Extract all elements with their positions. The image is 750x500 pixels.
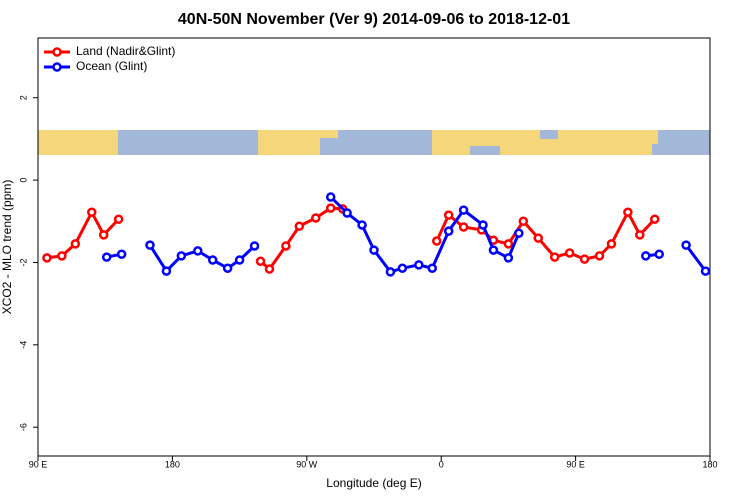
data-point: [87, 207, 97, 217]
data-point: [549, 252, 560, 262]
data-point: [342, 208, 352, 218]
data-point: [101, 252, 112, 262]
x-tick-label: 180: [702, 459, 717, 469]
data-point: [264, 264, 275, 274]
data-point: [325, 192, 336, 202]
chart-title: 40N-50N November (Ver 9) 2014-09-06 to 2…: [178, 11, 570, 28]
map-strip: [38, 130, 710, 155]
data-point: [176, 251, 187, 261]
x-tick-label: 90 E: [29, 459, 48, 469]
legend-marker: [52, 47, 62, 57]
data-point: [42, 253, 52, 263]
y-tick-label: 2: [18, 95, 28, 100]
y-axis-label: XCO2 - MLO trend (ppm): [0, 180, 14, 315]
plot-frame: [37, 37, 711, 457]
data-point: [488, 245, 499, 255]
data-point: [255, 256, 266, 266]
data-point: [193, 246, 203, 256]
x-tick-label: 90 E: [566, 459, 585, 469]
legend-marker: [52, 62, 62, 72]
data-point: [113, 214, 124, 224]
data-point: [641, 251, 651, 261]
data-point: [654, 249, 664, 259]
data-point: [207, 255, 218, 265]
data-point: [503, 253, 514, 263]
y-tick-label: -4: [18, 341, 28, 349]
series-line: [106, 195, 707, 274]
data-point: [606, 239, 617, 249]
data-point: [234, 255, 245, 265]
data-point: [98, 230, 109, 240]
data-point: [311, 213, 321, 223]
legend-text: Land (Nadir&Glint): [76, 44, 175, 58]
data-point: [564, 248, 575, 258]
data-point: [325, 203, 336, 213]
data-point: [478, 220, 488, 230]
data-point: [281, 241, 291, 251]
data-point: [57, 251, 67, 261]
data-point: [514, 228, 524, 238]
legend-text: Ocean (Glint): [76, 59, 147, 73]
x-axis-label: Longitude (deg E): [326, 476, 421, 490]
data-point: [594, 251, 605, 261]
data-point: [414, 260, 424, 270]
data-point: [249, 241, 260, 251]
data-point: [649, 214, 660, 224]
data-point: [369, 245, 379, 255]
data-point: [700, 266, 711, 276]
data-point: [222, 263, 233, 273]
data-point: [533, 233, 544, 243]
x-tick-label: 180: [165, 459, 180, 469]
data-point: [458, 222, 469, 232]
data-point: [427, 263, 437, 273]
data-point: [431, 236, 442, 246]
data-point: [357, 220, 367, 230]
data-point: [503, 239, 514, 249]
data-point: [70, 239, 81, 249]
data-point: [385, 267, 396, 277]
x-tick-label: 90 W: [296, 459, 318, 469]
y-tick-label: -2: [18, 258, 28, 266]
data-point: [443, 210, 454, 220]
y-tick-label: 0: [18, 178, 28, 183]
x-tick-label: 0: [439, 459, 444, 469]
data-point: [518, 216, 529, 227]
data-point: [145, 240, 155, 250]
data-point: [161, 266, 172, 276]
data-point: [294, 221, 305, 231]
data-point: [623, 207, 633, 217]
data-point: [458, 205, 469, 215]
y-tick-label: -6: [18, 423, 28, 431]
data-point: [397, 263, 408, 273]
data-point: [116, 249, 127, 259]
data-point: [635, 230, 645, 240]
data-point: [681, 240, 691, 250]
data-point: [579, 254, 590, 264]
data-point: [443, 226, 454, 236]
